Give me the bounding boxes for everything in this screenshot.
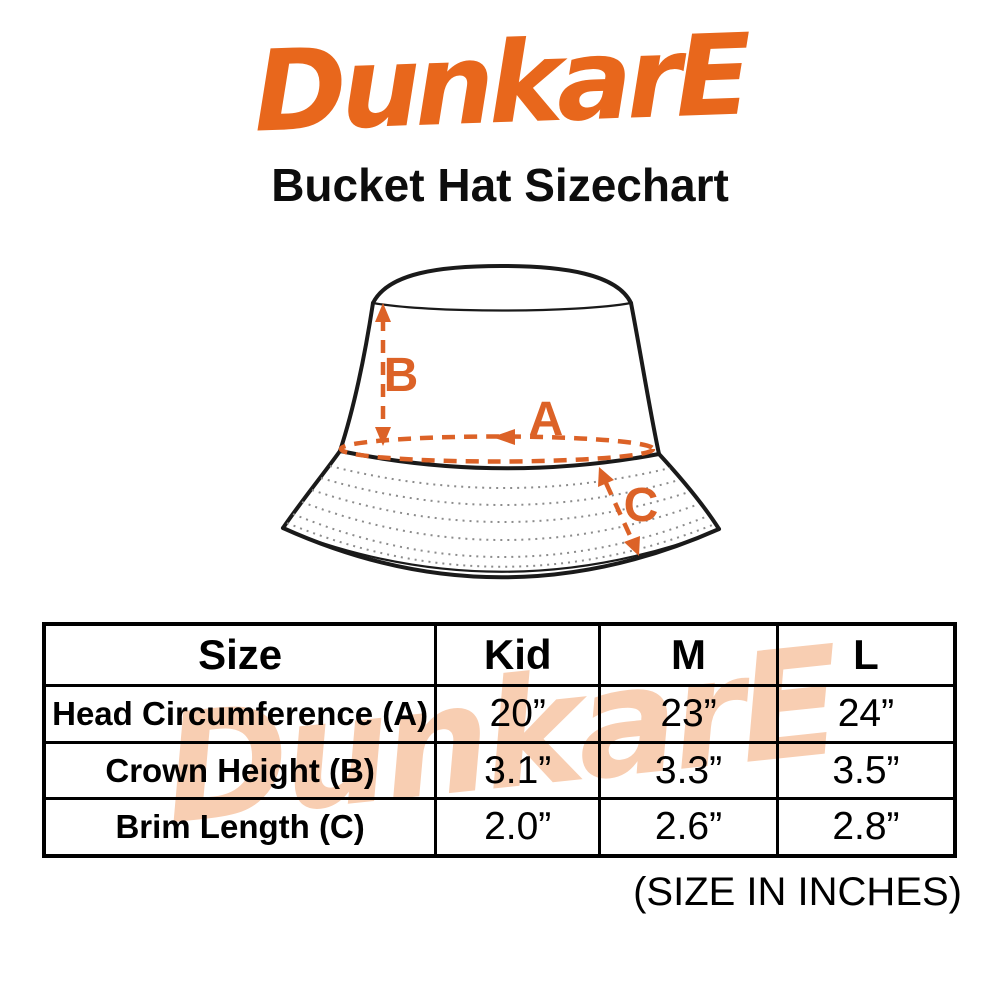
cell-value: 20” (434, 684, 602, 744)
dimension-arrow-c-icon (598, 467, 640, 556)
row-label: Brim Length (C) (42, 797, 438, 858)
brim-stitch-lines (286, 465, 716, 568)
cell-value: 3.1” (434, 740, 602, 801)
cell-value: 3.5” (775, 740, 957, 801)
label-a: A (529, 393, 564, 446)
row-label: Head Circumference (A) (42, 684, 438, 744)
cell-value: 3.3” (598, 740, 779, 801)
col-header-l: L (775, 622, 957, 688)
cell-value: 24” (775, 684, 957, 744)
table-row-brim-length: Brim Length (C) 2.0” 2.6” 2.8” (42, 797, 957, 858)
col-header-size: Size (42, 622, 438, 688)
row-label: Crown Height (B) (42, 740, 438, 801)
size-table: Size Kid M L Head Circumference (A) 20” … (42, 622, 957, 858)
dimension-arrow-b-icon (375, 303, 391, 446)
cell-value: 2.0” (434, 797, 602, 858)
table-row-head-circumference: Head Circumference (A) 20” 23” 24” (42, 684, 957, 744)
bucket-hat-diagram: A B C (281, 263, 721, 580)
table-header-row: Size Kid M L (42, 622, 957, 688)
col-header-kid: Kid (434, 622, 602, 688)
page-title: Bucket Hat Sizechart (271, 159, 729, 211)
cell-value: 2.8” (775, 797, 957, 858)
cell-value: 23” (598, 684, 779, 744)
cell-value: 2.6” (598, 797, 779, 858)
units-note: (SIZE IN INCHES) (633, 870, 962, 914)
col-header-m: M (598, 622, 779, 688)
label-b: B (384, 349, 419, 402)
dimension-arrow-a-icon (338, 429, 656, 464)
brand-logo: DunkarE (251, 10, 749, 158)
label-c: C (624, 479, 659, 532)
table-row-crown-height: Crown Height (B) 3.1” 3.3” 3.5” (42, 740, 957, 801)
